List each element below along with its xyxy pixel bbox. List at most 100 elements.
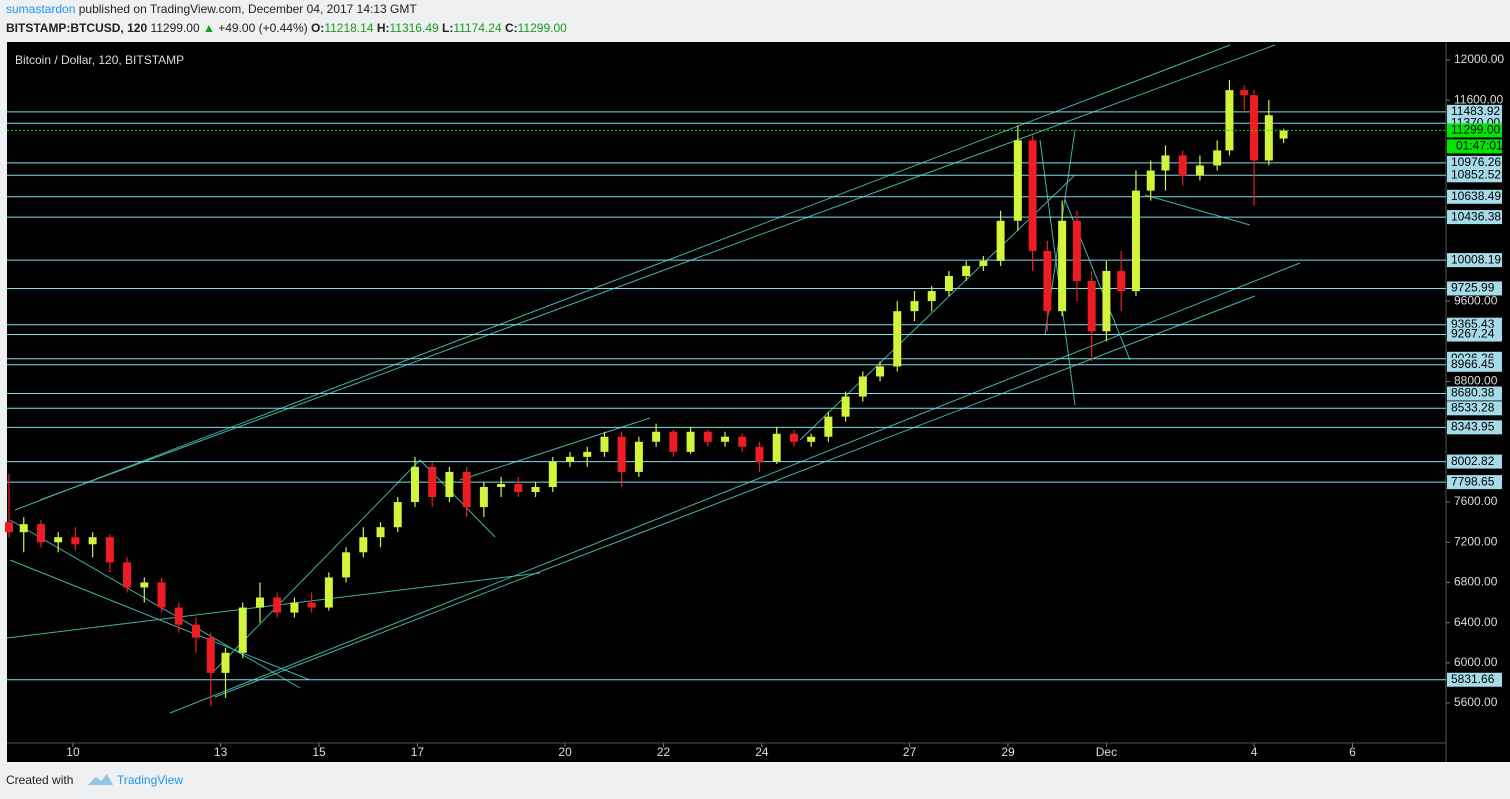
candle-body [342, 552, 351, 578]
level-label-bg [1447, 454, 1502, 469]
trendline [14, 44, 1231, 511]
footer-created: Created with [6, 773, 73, 787]
candle-body [686, 431, 695, 452]
y-tick-label: 8800.00 [1454, 374, 1498, 388]
candle-body [876, 366, 885, 377]
candle-body [206, 637, 215, 673]
level-label: 9725.99 [1451, 281, 1495, 295]
footer-brand[interactable]: TradingView [117, 773, 183, 787]
candle-body [238, 607, 247, 653]
candle-body [1250, 95, 1259, 161]
level-label: 8002.82 [1451, 454, 1495, 468]
candle-body [290, 602, 299, 613]
x-tick-label: 20 [558, 745, 572, 759]
candle-body [824, 416, 833, 437]
trendline [1144, 194, 1251, 226]
author[interactable]: sumastardon [6, 2, 75, 16]
x-tick-label: 24 [755, 745, 769, 759]
level-label-bg [1447, 189, 1502, 204]
countdown-bg [1447, 139, 1502, 154]
time-axis [7, 743, 1446, 762]
low-label: L: [442, 21, 453, 35]
candle-body [858, 376, 867, 397]
candle-body [514, 483, 523, 493]
candle-body [703, 431, 712, 442]
candle-body [738, 436, 747, 447]
candle-body [174, 607, 183, 625]
candle-body [617, 436, 626, 472]
open: 11218.14 [324, 21, 373, 35]
header-line-2: BITSTAMP:BTCUSD, 120 11299.00 ▲ +49.00 (… [6, 21, 567, 35]
x-tick-label: Dec [1096, 745, 1117, 759]
y-tick-label: 7600.00 [1454, 494, 1498, 508]
y-tick-label: 9600.00 [1454, 293, 1498, 307]
candle-body [789, 433, 798, 442]
level-label: 8966.45 [1451, 357, 1495, 371]
level-label: 10008.19 [1451, 252, 1501, 266]
level-label-bg [1447, 401, 1502, 416]
level-label: 10976.26 [1451, 155, 1501, 169]
level-label-bg [1447, 281, 1502, 296]
change: +49.00 (+0.44%) [218, 21, 307, 35]
y-tick-label: 5600.00 [1454, 695, 1498, 709]
candle-body [807, 436, 816, 442]
candle-body [123, 562, 132, 588]
trendline [9, 559, 311, 681]
trendline [214, 459, 421, 671]
candle-body [71, 537, 80, 545]
x-tick-label: 27 [903, 745, 917, 759]
level-label-bg [1447, 357, 1502, 372]
plot-area [7, 42, 1446, 743]
candle-body [359, 537, 368, 553]
candle-body [1225, 90, 1234, 151]
candle-body [191, 624, 200, 638]
price: 11299.00 [150, 21, 199, 35]
level-label: 10436.38 [1451, 209, 1501, 223]
candle-body [841, 396, 850, 417]
y-tick-label: 6800.00 [1454, 575, 1498, 589]
high: 11316.49 [390, 21, 439, 35]
level-label-bg [1447, 168, 1502, 183]
x-tick-label: 22 [657, 745, 671, 759]
candle-body [962, 265, 971, 277]
candle-body [772, 433, 781, 462]
candle-body [910, 301, 919, 312]
candle-body [428, 466, 437, 498]
candle-body [1102, 270, 1111, 332]
candle-body [566, 456, 575, 462]
trendline [459, 417, 651, 481]
candle-body [669, 431, 678, 452]
candle-body [221, 652, 230, 673]
candle-body [157, 582, 166, 608]
x-tick-label: 10 [66, 745, 80, 759]
level-label-bg [1447, 155, 1502, 170]
candle-body [1240, 90, 1249, 96]
close: 11299.00 [518, 21, 567, 35]
chart-title: Bitcoin / Dollar, 120, BITSTAMP [15, 53, 184, 67]
level-label-bg [1447, 210, 1502, 225]
candle-body [1058, 220, 1067, 312]
trendline [1039, 139, 1076, 406]
symbol: BITSTAMP:BTCUSD, 120 [6, 21, 147, 35]
level-label: 9365.43 [1451, 317, 1495, 331]
level-label: 8343.95 [1451, 419, 1495, 433]
candle-body [583, 451, 592, 457]
y-tick-label: 12000.00 [1454, 52, 1504, 66]
candle-body [721, 436, 730, 442]
candle-body [1072, 220, 1081, 282]
candle-body [634, 441, 643, 472]
low: 11174.24 [453, 21, 502, 35]
level-label: 10852.52 [1451, 167, 1501, 181]
candle-body [4, 522, 13, 533]
level-label-bg [1447, 253, 1502, 268]
level-label: 8533.28 [1451, 400, 1495, 414]
candle-body [944, 276, 953, 292]
level-label: 9267.24 [1451, 327, 1495, 341]
candle-body [996, 220, 1005, 261]
candle-body [1087, 281, 1096, 332]
candle-body [88, 537, 97, 545]
candle-body [1131, 190, 1140, 292]
header-line-1: sumastardon published on TradingView.com… [6, 2, 417, 16]
trendline [214, 295, 1256, 698]
